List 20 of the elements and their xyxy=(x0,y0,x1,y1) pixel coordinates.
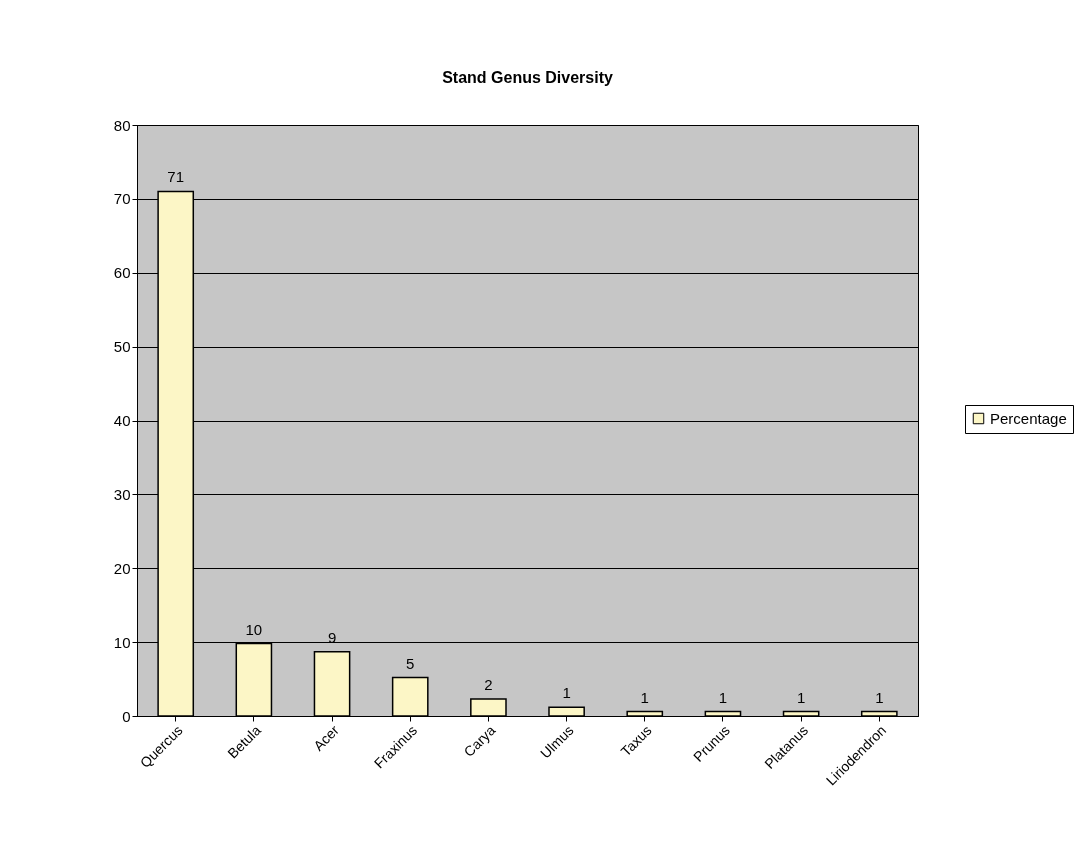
y-tick-label: 40 xyxy=(113,412,131,429)
y-tick-label: 70 xyxy=(113,190,131,208)
y-tick-label: 0 xyxy=(122,707,131,725)
data-label: 2 xyxy=(484,676,493,694)
y-tick-label: 30 xyxy=(113,485,131,503)
y-tick-label: 80 xyxy=(113,116,131,134)
y-tick-label: 50 xyxy=(113,338,131,356)
data-label: 10 xyxy=(245,620,263,638)
data-label: 5 xyxy=(406,654,415,672)
data-label: 71 xyxy=(167,168,185,186)
y-tick-label: 10 xyxy=(113,633,131,651)
data-label: 1 xyxy=(875,688,884,706)
data-label: 1 xyxy=(718,688,728,706)
chart-title: Stand Genus Diversity xyxy=(442,69,613,86)
data-label: 1 xyxy=(796,688,806,706)
data-label: 1 xyxy=(640,688,649,706)
legend-label: Percentage xyxy=(990,409,1067,427)
y-tick-label: 60 xyxy=(113,264,131,282)
y-tick-label: 20 xyxy=(113,559,131,577)
data-label: 1 xyxy=(562,684,571,702)
